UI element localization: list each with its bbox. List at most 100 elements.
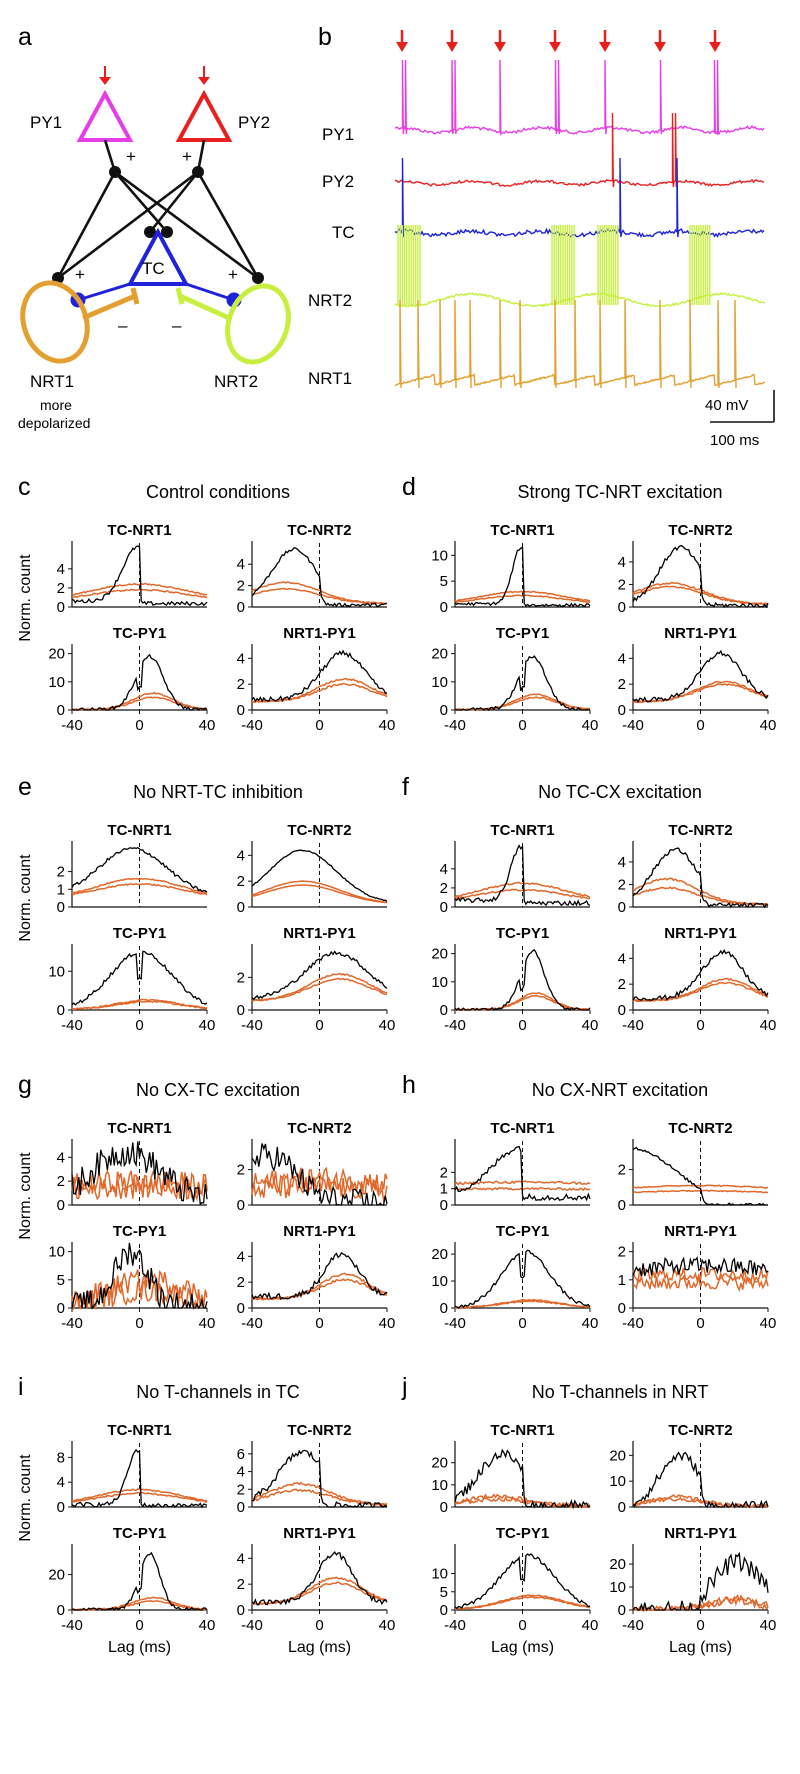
y-tick-label: 0	[440, 1499, 448, 1516]
y-tick-label: 0	[440, 1300, 448, 1317]
subplot-tc-nrt2: TC-NRT2 0 2	[618, 1120, 769, 1214]
shuffle-line-lower	[71, 1174, 208, 1202]
panel-letter: i	[18, 1373, 24, 1401]
nrt2-cell	[225, 283, 291, 365]
panel-letter-b: b	[318, 23, 332, 51]
y-tick-label: 0	[237, 599, 245, 616]
subplot-tc-nrt2: TC-NRT2 0 10 20	[609, 1422, 769, 1516]
y-tick-label: 0	[57, 1002, 65, 1019]
panel-title: Strong TC-NRT excitation	[517, 482, 722, 502]
y-tick-label: 0	[57, 702, 65, 719]
x-tick-label: 0	[518, 717, 526, 734]
crosscorrelogram-line	[251, 1143, 388, 1207]
crosscorrelogram-line	[632, 847, 769, 909]
y-tick-label: 0	[440, 1197, 448, 1214]
crosscorrelogram-line	[632, 649, 769, 704]
x-tick-label: -40	[444, 1617, 466, 1634]
shuffle-line-upper	[251, 1166, 388, 1194]
y-tick-label: 0	[57, 1300, 65, 1317]
scale-bar-time: 100 ms	[710, 432, 759, 449]
shuffle-line-lower	[454, 888, 591, 900]
trace-label-nrt1: NRT1	[308, 369, 352, 388]
y-tick-label: 0	[618, 1002, 626, 1019]
x-tick-label: 0	[696, 717, 704, 734]
crosscorrelogram-line	[71, 1242, 208, 1310]
panel-letter: g	[18, 1071, 32, 1099]
subplot-title: TC-NRT2	[287, 822, 351, 839]
panel-g: g No CX-TC excitation Norm. count TC-NRT1 0 2…	[17, 1071, 395, 1332]
x-tick-label: 40	[379, 717, 396, 734]
x-tick-label: 40	[760, 1315, 777, 1332]
x-tick-label: -40	[241, 1017, 263, 1034]
y-tick-label: 10	[609, 1579, 626, 1596]
y-tick-label: 0	[57, 1602, 65, 1619]
subplot-tc-nrt2: TC-NRT2 0 2	[237, 1120, 388, 1214]
stimulus-arrow	[549, 30, 561, 52]
x-tick-label: -40	[444, 717, 466, 734]
diagram-sign-py2: +	[182, 147, 192, 166]
trace-label-nrt2: NRT2	[308, 291, 352, 310]
y-tick-label: 2	[57, 864, 65, 881]
shuffle-line-lower	[632, 683, 769, 704]
subplot-title: TC-NRT2	[668, 1422, 732, 1439]
x-tick-label: 0	[135, 1617, 143, 1634]
shuffle-line-lower	[71, 1000, 208, 1011]
y-tick-label: 0	[440, 702, 448, 719]
shuffle-line-lower	[454, 594, 591, 604]
x-axis-label: Lag (ms)	[288, 1639, 351, 1656]
y-tick-label: 10	[431, 1273, 448, 1290]
x-tick-label: -40	[61, 717, 83, 734]
diagram-note-line1: more	[40, 397, 72, 413]
subplot-title: TC-NRT1	[490, 1120, 554, 1137]
stimulus-arrow	[599, 30, 611, 52]
x-tick-label: 40	[582, 717, 599, 734]
subplot-title: TC-PY1	[113, 625, 166, 642]
x-tick-label: -40	[444, 1017, 466, 1034]
crosscorrelogram-line	[251, 849, 388, 902]
y-tick-label: 10	[48, 963, 65, 980]
x-tick-label: 40	[760, 1017, 777, 1034]
y-tick-label: 0	[618, 599, 626, 616]
shuffle-line-upper	[632, 877, 769, 906]
shuffle-line-upper	[454, 590, 591, 602]
panel-letter-a: a	[18, 23, 32, 51]
y-tick-label: 10	[431, 674, 448, 691]
y-tick-label: 2	[237, 969, 245, 986]
shuffle-line-upper	[632, 1184, 769, 1189]
crosscorrelogram-line	[632, 545, 769, 609]
y-tick-label: 0	[57, 1197, 65, 1214]
x-tick-label: -40	[622, 1017, 644, 1034]
panel-title: No CX-NRT excitation	[532, 1080, 708, 1100]
y-tick-label: 2	[618, 1162, 626, 1179]
subplot-title: NRT1-PY1	[283, 925, 356, 942]
x-tick-label: 40	[199, 1017, 216, 1034]
subplot-title: TC-NRT2	[668, 1120, 732, 1137]
panel-h: h No CX-NRT excitationTC-NRT1012TC-NRT202…	[402, 1071, 776, 1332]
y-tick-label: 4	[237, 1248, 245, 1265]
diagram-minus-nrt1: –	[118, 316, 128, 335]
y-tick-label: 20	[609, 1447, 626, 1464]
subplot-title: NRT1-PY1	[664, 1525, 737, 1542]
x-tick-label: -40	[61, 1017, 83, 1034]
y-tick-label: 10	[48, 674, 65, 691]
trace-py1	[394, 59, 765, 136]
x-tick-label: 0	[696, 1017, 704, 1034]
y-tick-label: 2	[440, 1164, 448, 1181]
y-tick-label: 20	[431, 1455, 448, 1472]
x-tick-label: 0	[135, 1315, 143, 1332]
x-axis-label: Lag (ms)	[491, 1639, 554, 1656]
nrt1-cell	[20, 280, 90, 364]
crosscorrelogram-line	[71, 653, 208, 711]
x-tick-label: 0	[315, 717, 323, 734]
shuffle-line-lower	[632, 981, 769, 1003]
y-tick-label: 2	[237, 578, 245, 595]
x-tick-label: -40	[241, 1315, 263, 1332]
x-tick-label: 40	[582, 1315, 599, 1332]
